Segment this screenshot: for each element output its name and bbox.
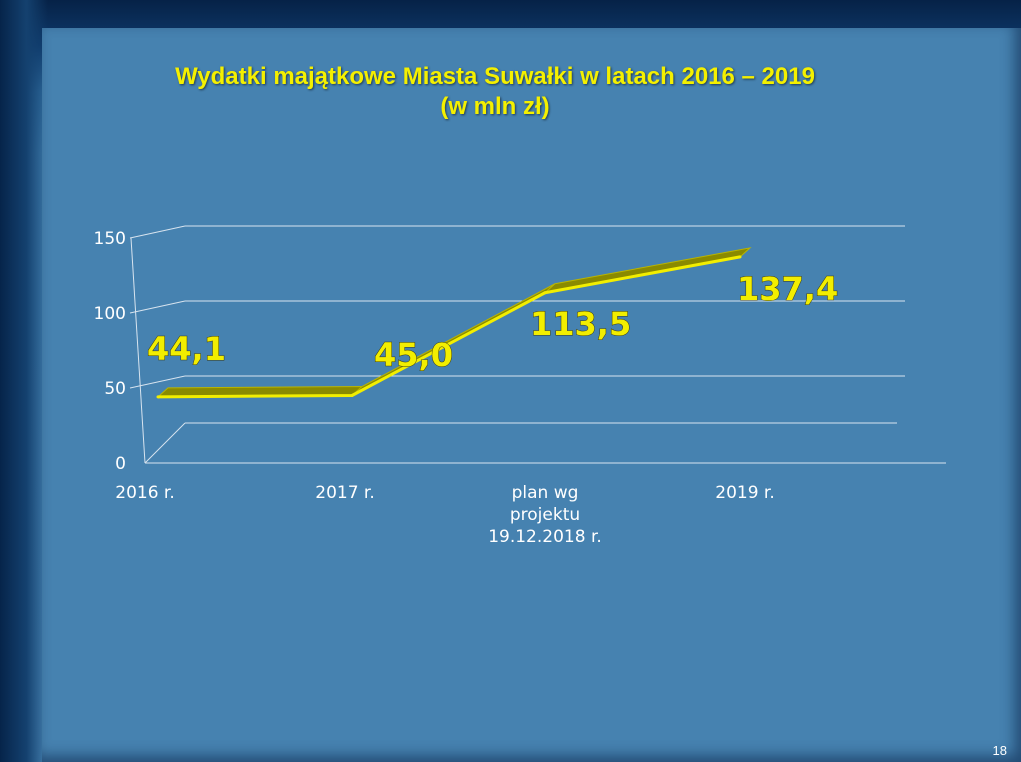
chart-title-line-2: (w mln zł) xyxy=(440,93,550,120)
data-label: 45,0 xyxy=(374,336,453,374)
data-label: 137,4 xyxy=(737,270,838,308)
x-tick-label-line: projektu xyxy=(510,505,580,525)
data-point xyxy=(738,255,742,259)
x-tick-label-line: 2019 r. xyxy=(715,483,775,503)
data-point xyxy=(350,394,354,397)
chart-title-line-1: Wydatki majątkowe Miasta Suwałki w latac… xyxy=(175,63,815,90)
x-tick-label-line: 2016 r. xyxy=(115,483,175,503)
x-tick-label-line: 19.12.2018 r. xyxy=(488,527,602,547)
x-tick-label: 2017 r. xyxy=(315,483,375,503)
y-tick-label: 0 xyxy=(115,454,126,474)
y-tick-label: 150 xyxy=(94,229,126,249)
grid-line-depth xyxy=(129,225,186,239)
chart-title: Wydatki majątkowe Miasta Suwałki w latac… xyxy=(0,62,990,122)
slide-left-shade xyxy=(0,0,48,762)
x-tick-label: plan wg projektu 19.12.2018 r. xyxy=(488,483,602,547)
data-label: 113,5 xyxy=(530,305,631,343)
series-line xyxy=(157,255,741,399)
x-tick-label-line: plan wg xyxy=(512,483,579,503)
x-tick-label: 2019 r. xyxy=(715,483,775,503)
y-tick-label: 100 xyxy=(94,304,126,324)
y-axis-line xyxy=(130,237,146,464)
page-number: 18 xyxy=(992,743,1007,758)
x-tick-label-line: 2017 r. xyxy=(315,483,375,503)
data-label: 44,1 xyxy=(147,330,226,368)
x-tick-label: 2016 r. xyxy=(115,483,175,503)
grid-line-depth xyxy=(129,300,186,314)
data-point xyxy=(156,395,160,399)
data-point xyxy=(543,291,547,295)
grid-line-depth xyxy=(129,375,186,389)
floor-depth-line xyxy=(144,422,186,464)
y-tick-label: 50 xyxy=(104,379,126,399)
